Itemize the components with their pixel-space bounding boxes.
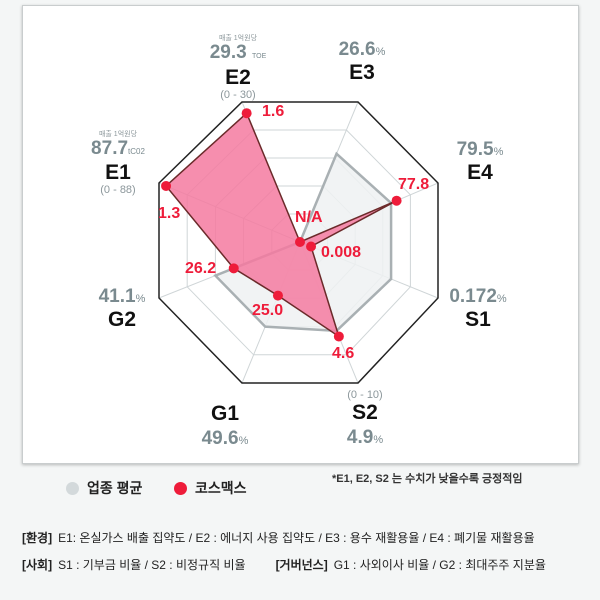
data-label-g1: 25.0: [252, 302, 284, 319]
legend-label: 코스맥스: [195, 480, 247, 496]
footer-env: [환경] E1: 온실가스 배출 집약도 / E2 : 에너지 사용 집약도 / …: [22, 529, 535, 546]
footnote: *E1, E2, S2 는 수치가 낮을수록 긍정적임: [332, 473, 523, 485]
cosmax-point: [272, 290, 283, 301]
outer-octagon: [158, 101, 439, 384]
cosmax-point: [228, 263, 239, 274]
data-label-s1: 0.008: [321, 244, 362, 261]
data-label-s2: 4.6: [332, 345, 355, 362]
data-label-e4: 77.8: [398, 176, 430, 193]
footer-tag: [거버넌스]: [275, 558, 328, 572]
axis-range: (0 - 30): [220, 89, 256, 101]
axis-code: G2: [107, 308, 137, 331]
axis-value: 41.1: [98, 286, 136, 307]
axis-value: 79.5: [456, 139, 494, 160]
axis-code: E1: [105, 161, 131, 184]
footer-text: E1: 온실가스 배출 집약도 / E2 : 에너지 사용 집약도 / E3 :…: [58, 531, 535, 545]
axis-unit: %: [496, 293, 507, 305]
axis-unit: %: [238, 435, 249, 447]
cosmax-point: [295, 237, 305, 247]
axis-value: 26.6: [338, 39, 376, 60]
legend-item-cosmax: 코스맥스: [174, 478, 247, 498]
axis-value: 29.3: [209, 42, 247, 63]
axis-unit: %: [375, 46, 386, 58]
axis-unit: %: [493, 146, 504, 158]
axis-label-e3: 26.6% E3: [339, 40, 386, 84]
axis-unit: %: [135, 293, 146, 305]
axis-unit: tC02: [128, 147, 145, 156]
chart-card: [22, 5, 579, 464]
axis-label-g1: G1 49.6%: [202, 403, 249, 451]
cosmax-point: [306, 241, 317, 252]
axis-label-e2: 매출 1억원당 29.3 TOE E2 (0 - 30): [210, 34, 267, 102]
legend-item-industry-avg: 업종 평균: [66, 478, 142, 498]
axis-unit: TOE: [252, 53, 267, 60]
unit-note: 매출 1억원당: [98, 131, 138, 138]
footer-text: S1 : 기부금 비율 / S2 : 비정규직 비율: [58, 558, 246, 572]
data-label-e2: 1.6: [262, 103, 285, 120]
data-label-g2: 26.2: [185, 260, 217, 277]
footer-soc-gov: [사회] S1 : 기부금 비율 / S2 : 비정규직 비율 [거버넌스] G1 :…: [22, 556, 546, 573]
data-label-e1: 1.3: [158, 205, 181, 222]
axis-code: E3: [349, 61, 375, 84]
axis-range: (0 - 88): [100, 184, 136, 196]
axis-code: G1: [210, 402, 240, 425]
axis-label-s2: (0 - 10) S2 4.9%: [347, 389, 383, 450]
legend-dot: [174, 481, 187, 495]
axis-code: E4: [467, 161, 493, 184]
footer-tag: [사회]: [22, 558, 53, 572]
axis-value: 0.172: [449, 286, 497, 307]
footer-tag: [환경]: [22, 531, 53, 545]
axis-label-e1: 매출 1억원당 87.7tC02 E1 (0 - 88): [91, 130, 145, 197]
cosmax-point: [391, 195, 402, 206]
legend-dot: [66, 481, 79, 495]
footer-text: G1 : 사외이사 비율 / G2 : 최대주주 지분율: [333, 558, 546, 572]
axis-unit: %: [373, 434, 384, 446]
legend-label: 업종 평균: [87, 480, 143, 496]
axis-code: S2: [352, 401, 378, 424]
axis-value: 49.6: [201, 428, 239, 449]
axis-label-g2: 41.1% G2: [99, 287, 146, 331]
axis-value: 4.9: [346, 427, 374, 448]
axis-code: S1: [465, 308, 491, 331]
cosmax-point: [241, 108, 252, 119]
axis-code: E2: [225, 66, 251, 89]
axis-value: 87.7: [91, 138, 129, 159]
axis-label-e4: 79.5% E4: [457, 140, 504, 184]
cosmax-point: [161, 180, 172, 191]
axis-range: (0 - 10): [347, 389, 383, 401]
cosmax-point: [333, 331, 344, 342]
unit-note: 매출 1억원당: [218, 35, 258, 42]
axis-label-s1: 0.172% S1: [449, 287, 506, 331]
data-label-e3: N/A: [295, 209, 323, 226]
